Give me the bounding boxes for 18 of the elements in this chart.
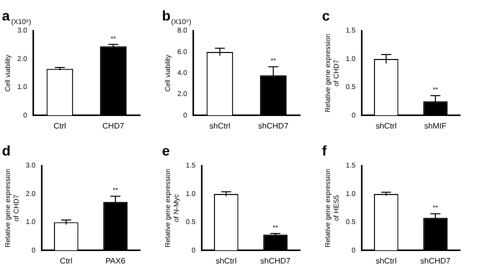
x-tick-label: shMIF <box>424 121 447 130</box>
chart-title: a <box>2 7 10 24</box>
chart-title: d <box>2 142 11 158</box>
x-tick-label: shCHD7 <box>420 256 452 265</box>
chart-title: f <box>322 142 327 158</box>
chart-title: c <box>322 7 330 24</box>
x-tick-label: PAX6 <box>105 256 126 265</box>
x-tick-label: shCtrl <box>376 121 397 130</box>
x-tick-label: CHD7 <box>102 121 125 130</box>
x-tick-label: shCtrl <box>216 256 237 265</box>
chart-title: e <box>162 142 170 158</box>
x-tick-label: Ctrl <box>60 256 73 265</box>
chart-title: b <box>162 7 171 24</box>
x-tick-label: shCtrl <box>209 121 231 130</box>
x-tick-label: Ctrl <box>54 121 66 130</box>
x-tick-label: shCHD7 <box>258 121 289 130</box>
x-tick-label: shCHD7 <box>260 256 292 265</box>
x-tick-label: shCtrl <box>376 256 397 265</box>
